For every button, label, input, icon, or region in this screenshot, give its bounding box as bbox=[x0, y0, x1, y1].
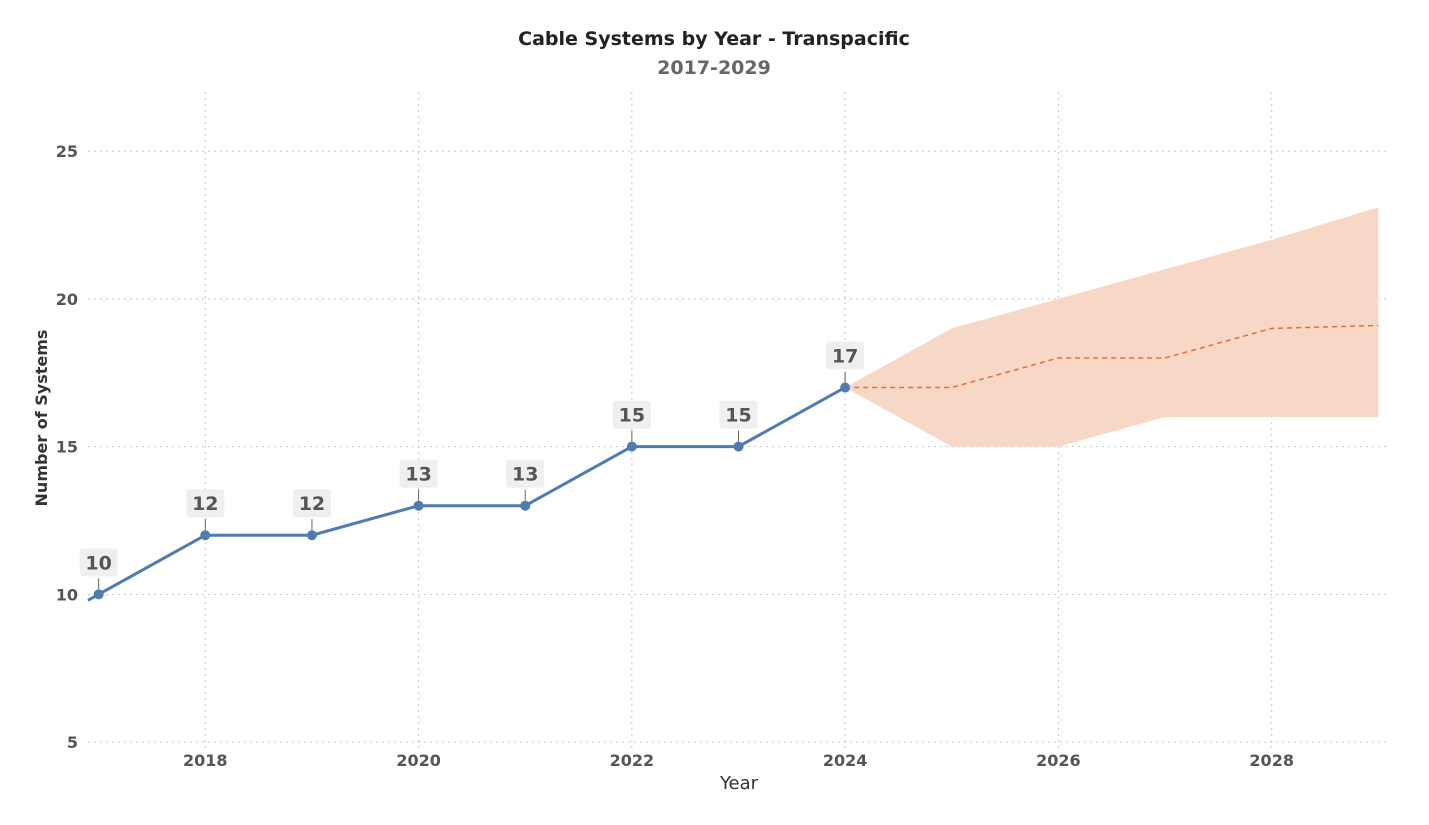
x-tick-label: 2018 bbox=[183, 751, 228, 770]
data-label: 12 bbox=[192, 493, 218, 515]
data-label-box bbox=[292, 489, 331, 518]
data-label-box bbox=[399, 459, 438, 488]
y-tick-label: 25 bbox=[56, 142, 78, 161]
data-label-box bbox=[79, 548, 118, 577]
data-point bbox=[520, 500, 531, 511]
data-label: 13 bbox=[512, 464, 538, 486]
data-label-box bbox=[826, 341, 865, 370]
y-tick-label: 20 bbox=[56, 290, 78, 309]
data-point bbox=[306, 530, 317, 541]
chart-title: Cable Systems by Year - Transpacific bbox=[518, 28, 910, 50]
axis-ticks: 5 10 15 20 25 2018 2020 2022 2024 2026 2028 bbox=[56, 142, 1294, 770]
data-label: 15 bbox=[725, 405, 751, 427]
data-point bbox=[626, 441, 637, 452]
data-label-box bbox=[506, 459, 545, 488]
data-point bbox=[200, 530, 211, 541]
data-label-box bbox=[186, 489, 225, 518]
x-tick-label: 2022 bbox=[610, 751, 655, 770]
data-label: 17 bbox=[832, 345, 858, 367]
data-label: 10 bbox=[85, 552, 111, 574]
x-tick-label: 2020 bbox=[396, 751, 441, 770]
x-tick-label: 2024 bbox=[823, 751, 868, 770]
x-axis-label: Year bbox=[719, 773, 759, 794]
x-tick-label: 2028 bbox=[1249, 751, 1294, 770]
data-label: 12 bbox=[299, 493, 325, 515]
y-axis-label: Number of Systems bbox=[32, 330, 51, 507]
forecast-line bbox=[845, 324, 1379, 389]
forecast-band-layer bbox=[845, 207, 1379, 447]
data-points: 10 12 12 13 13 15 15 17 bbox=[79, 341, 865, 600]
y-tick-label: 10 bbox=[56, 585, 78, 604]
forecast-band bbox=[845, 207, 1379, 447]
data-label: 15 bbox=[619, 405, 645, 427]
data-label: 13 bbox=[405, 464, 431, 486]
gridlines bbox=[88, 92, 1389, 748]
y-tick-label: 5 bbox=[67, 733, 78, 752]
chart-subtitle: 2017-2029 bbox=[657, 57, 771, 79]
data-point bbox=[733, 441, 744, 452]
x-tick-label: 2026 bbox=[1036, 751, 1081, 770]
data-point bbox=[93, 589, 104, 600]
data-label-box bbox=[719, 400, 758, 429]
data-label-box bbox=[612, 400, 651, 429]
y-tick-label: 15 bbox=[56, 438, 78, 457]
data-point bbox=[840, 382, 851, 393]
data-point bbox=[413, 500, 424, 511]
